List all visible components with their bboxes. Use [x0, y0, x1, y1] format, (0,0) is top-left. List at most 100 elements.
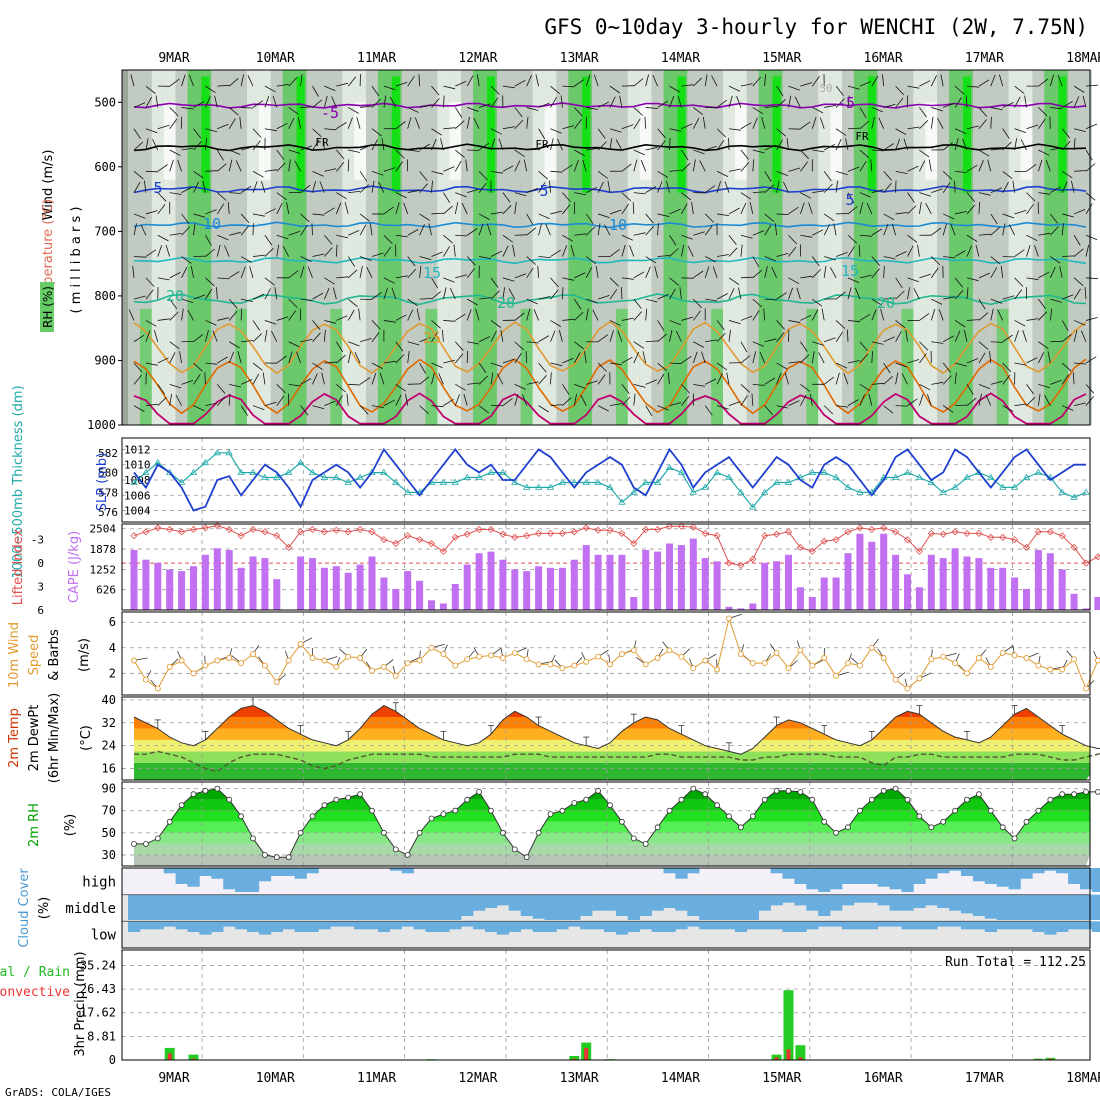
wind-barb	[217, 192, 227, 201]
wind-barb	[669, 85, 681, 93]
wind-barb	[241, 298, 253, 302]
rh-dry-patch	[925, 102, 938, 180]
cape-bar	[963, 556, 971, 610]
wind-barb	[919, 149, 930, 158]
ylabel-wind10: 10m Wind	[7, 622, 22, 688]
wind-barb	[478, 171, 488, 181]
wind-barb	[490, 362, 503, 368]
cape-bar	[999, 567, 1007, 610]
cloud-cell-middle	[639, 894, 652, 916]
wind-barb	[621, 203, 629, 215]
wind-barb	[403, 202, 409, 215]
wind-barb	[133, 362, 143, 373]
wind-barb	[586, 380, 598, 385]
rh-point	[131, 841, 137, 847]
cloud-cell-middle	[270, 894, 283, 920]
wind-barb	[740, 395, 748, 406]
wind-barb	[621, 356, 633, 364]
cape-bar	[1070, 593, 1078, 610]
lifted-point	[582, 524, 590, 532]
wind-barb	[359, 266, 363, 278]
rh-shade-column	[366, 70, 378, 425]
wind-barb	[752, 351, 757, 364]
wind-barb	[669, 277, 680, 286]
wind-barb	[419, 143, 431, 151]
wind-barb	[288, 341, 300, 348]
wind-barb	[978, 192, 991, 196]
wind-barb	[633, 271, 645, 279]
wind10-point	[452, 662, 459, 669]
cloud-cell-middle	[449, 894, 462, 920]
wind-barb	[538, 405, 550, 413]
wind-barb	[752, 230, 765, 236]
temp-line	[133, 705, 1100, 755]
wind-barb	[917, 244, 920, 257]
cloud-cell-middle	[818, 894, 831, 916]
lifted-point	[880, 524, 888, 532]
wind-barb	[907, 287, 910, 300]
thickness-point	[737, 488, 745, 495]
cloud-cell-high	[830, 868, 843, 890]
wind-barb	[395, 354, 405, 364]
rh-shade-column	[413, 70, 426, 425]
wind-barb	[871, 268, 880, 279]
wind-barb	[823, 171, 832, 182]
date-label-bottom: 18MAR	[1066, 1071, 1100, 1086]
cape-bar	[1023, 588, 1030, 610]
wind-barb	[229, 383, 241, 388]
rh-point	[523, 854, 530, 861]
wind-barb	[336, 315, 348, 321]
cape-bar	[773, 561, 781, 610]
precip-convective-bar	[786, 1049, 791, 1060]
wind-barb	[550, 138, 554, 151]
wind-barb	[443, 234, 453, 244]
cloud-cell-middle	[865, 894, 878, 903]
cape-bar	[439, 603, 447, 610]
wind-barb	[157, 397, 167, 406]
wind-barb	[740, 122, 752, 130]
wind-barb	[883, 405, 894, 414]
ylabel-millibars: ( m i l l i b a r s )	[69, 207, 84, 314]
cloud-cell-low	[615, 921, 629, 935]
wind-barb	[919, 383, 931, 391]
wind-barb	[550, 85, 560, 95]
cloud-cell-low	[151, 921, 164, 930]
wind-barb	[633, 159, 638, 172]
cloud-cell-middle	[1044, 894, 1057, 920]
wind10-point	[868, 644, 875, 651]
thickness-point	[749, 503, 757, 510]
cape-bar	[428, 600, 435, 610]
wind-barb	[490, 290, 500, 300]
wind-barb	[657, 223, 659, 236]
cape-bar	[558, 567, 566, 610]
cape-bar	[309, 558, 316, 610]
rh-point	[297, 829, 304, 836]
wind-barb	[366, 266, 373, 279]
wind-barb	[1085, 277, 1099, 280]
wind-barb	[955, 211, 967, 215]
cape-bar	[511, 569, 519, 610]
lifted-point	[737, 561, 745, 570]
rh-point	[987, 807, 994, 814]
wind-barb	[919, 160, 926, 172]
wind-barb	[761, 117, 766, 129]
wind-barb	[144, 180, 147, 193]
wind-barb	[847, 127, 861, 130]
wind-barb	[919, 80, 931, 87]
wind-barb	[740, 384, 751, 393]
wind-barb	[324, 168, 337, 172]
wind-barb	[866, 202, 873, 215]
wind-barb	[1026, 203, 1034, 215]
wind-barb	[324, 320, 337, 324]
wind-barb	[133, 295, 146, 300]
wind-barb	[1002, 334, 1013, 343]
wind-barb	[526, 75, 532, 87]
cloud-cell-low	[663, 921, 676, 932]
thickness-point	[772, 478, 781, 485]
wind-barb	[179, 351, 182, 364]
thickness-point	[439, 478, 448, 485]
rh-point	[202, 787, 209, 794]
wind-barb	[205, 277, 215, 287]
wind-barb	[288, 383, 301, 387]
